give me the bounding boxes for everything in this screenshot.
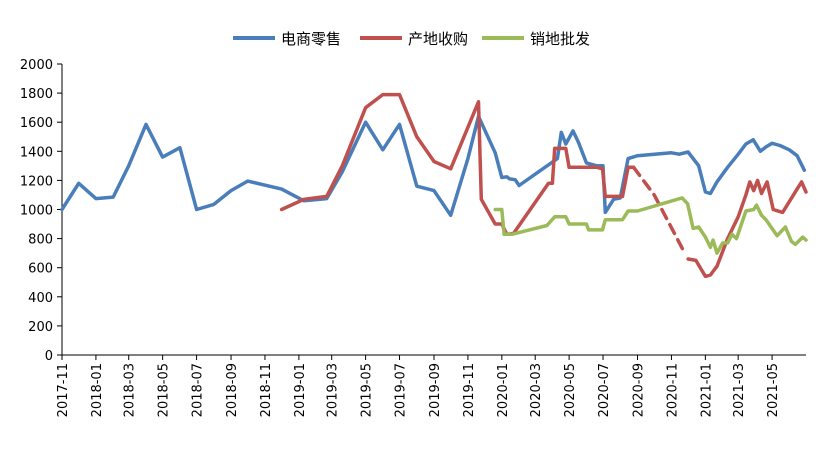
legend-label: 电商零售 xyxy=(281,30,341,48)
x-tick-label: 2019-05 xyxy=(360,363,375,417)
x-tick-label: 2019-03 xyxy=(326,363,341,417)
y-tick-label: 1000 xyxy=(20,204,53,219)
series-line-2-dashed xyxy=(631,165,687,255)
x-tick-label: 2018-07 xyxy=(191,363,206,417)
x-axis: 2017-11 2018-01 2018-03 2018-05 2018-07 2018-… xyxy=(56,354,806,417)
y-tick-label: 200 xyxy=(28,320,53,335)
series-line-3 xyxy=(493,196,808,255)
x-tick-label: 2019-07 xyxy=(394,363,409,417)
x-tick-label: 2021-05 xyxy=(766,363,781,417)
y-tick-label: 1800 xyxy=(20,87,53,102)
y-tick-label: 1400 xyxy=(20,145,53,160)
y-tick-label: 1600 xyxy=(20,116,53,131)
y-tick-label: 2000 xyxy=(20,58,53,73)
y-tick-label: 400 xyxy=(28,291,53,306)
x-tick-label: 2020-03 xyxy=(529,363,544,417)
x-tick-label: 2021-01 xyxy=(699,363,714,417)
x-tick-label: 2018-09 xyxy=(225,363,240,417)
x-tick-label: 2020-07 xyxy=(597,363,612,417)
x-tick-label: 2018-11 xyxy=(259,363,274,417)
series-layer xyxy=(60,92,808,279)
x-tick-label: 2019-01 xyxy=(293,363,308,417)
y-tick-label: 0 xyxy=(45,349,53,364)
x-tick-label: 2020-05 xyxy=(563,363,578,417)
y-tick-label: 1200 xyxy=(20,174,53,189)
y-axis: 0 200 400 600 800 1000 1200 1400 1600 1800 2000 xyxy=(20,58,63,364)
series-line-2 xyxy=(279,92,636,236)
x-tick-label: 2020-01 xyxy=(496,363,511,417)
series-line-1 xyxy=(60,114,807,218)
legend: 电商零售 产地收购 销地批发 xyxy=(233,30,590,48)
x-tick-label: 2019-09 xyxy=(428,363,443,417)
x-tick-label: 2019-11 xyxy=(462,363,477,417)
legend-label: 销地批发 xyxy=(530,30,590,48)
x-tick-label: 2020-09 xyxy=(632,363,647,417)
x-tick-label: 2018-01 xyxy=(90,363,105,417)
legend-label: 产地收购 xyxy=(408,30,468,48)
x-tick-label: 2020-11 xyxy=(665,363,680,417)
series-line-2-continued xyxy=(686,178,808,279)
x-tick-label: 2018-05 xyxy=(157,363,172,417)
y-tick-label: 600 xyxy=(28,262,53,277)
y-tick-label: 800 xyxy=(28,233,53,248)
x-tick-label: 2017-11 xyxy=(56,363,71,417)
x-tick-label: 2021-03 xyxy=(732,363,747,417)
x-tick-label: 2018-03 xyxy=(123,363,138,417)
